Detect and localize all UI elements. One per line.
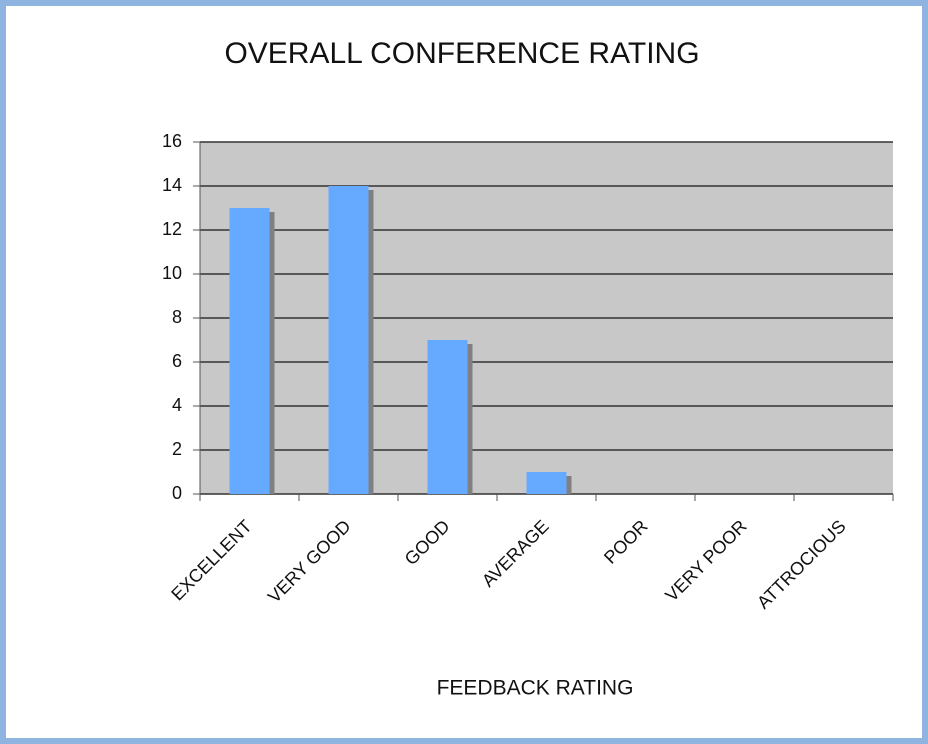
x-axis-label: FEEDBACK RATING	[437, 677, 634, 700]
bar	[328, 186, 369, 494]
y-tick-label: 2	[172, 439, 182, 459]
bar	[427, 340, 468, 494]
y-tick-label: 16	[162, 131, 182, 151]
y-tick-label: 14	[162, 175, 182, 195]
bar	[229, 208, 270, 494]
y-tick-label: 12	[162, 219, 182, 239]
y-tick-label: 10	[162, 263, 182, 283]
y-tick-label: 6	[172, 351, 182, 371]
y-tick-label: 8	[172, 307, 182, 327]
bar	[526, 472, 567, 494]
y-tick-label: 4	[172, 395, 182, 415]
chart-title: OVERALL CONFERENCE RATING	[224, 37, 699, 70]
y-tick-label: 0	[172, 483, 182, 503]
